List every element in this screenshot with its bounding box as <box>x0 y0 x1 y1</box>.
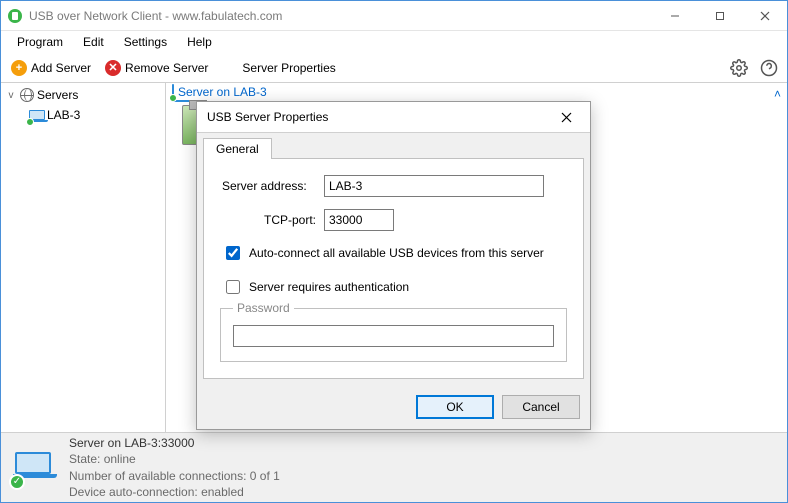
input-server-address[interactable] <box>324 175 544 197</box>
row-tcp-port: TCP-port: <box>218 209 569 231</box>
dialog-close-button[interactable] <box>546 103 586 131</box>
status-bar: ✓ Server on LAB-3:33000 State: online Nu… <box>1 432 787 502</box>
checkbox-auth[interactable] <box>226 280 240 294</box>
dialog-tabs: General <box>197 133 590 158</box>
label-autoconnect[interactable]: Auto-connect all available USB devices f… <box>249 246 544 260</box>
status-line-3: Device auto-connection: enabled <box>69 484 280 500</box>
tab-panel-general: Server address: TCP-port: Auto-connect a… <box>203 158 584 379</box>
status-laptop-icon: ✓ <box>15 452 55 484</box>
x-icon: ✕ <box>105 60 121 76</box>
server-tree: v Servers LAB-3 <box>1 83 166 432</box>
remove-server-button[interactable]: ✕ Remove Server <box>103 57 216 79</box>
dialog-title: USB Server Properties <box>207 110 546 124</box>
label-auth[interactable]: Server requires authentication <box>249 280 409 294</box>
chevron-down-icon[interactable]: v <box>5 90 17 101</box>
tree-node-lab3[interactable]: LAB-3 <box>1 105 165 125</box>
toolbar: + Add Server ✕ Remove Server Server Prop… <box>1 53 787 83</box>
input-password[interactable] <box>233 325 554 347</box>
row-auth: Server requires authentication <box>222 277 569 297</box>
fieldset-password: Password <box>220 301 567 362</box>
status-line-1: State: online <box>69 451 280 467</box>
checkbox-autoconnect[interactable] <box>226 246 240 260</box>
window-titlebar: USB over Network Client - www.fabulatech… <box>1 1 787 31</box>
window-controls <box>652 1 787 30</box>
gear-icon[interactable] <box>729 58 749 78</box>
tree-node-label: LAB-3 <box>47 108 80 122</box>
ok-button[interactable]: OK <box>416 395 494 419</box>
label-tcp-port: TCP-port: <box>218 213 316 227</box>
laptop-icon <box>29 107 45 123</box>
globe-icon <box>19 87 35 103</box>
tab-general[interactable]: General <box>203 138 272 159</box>
app-icon <box>7 8 23 24</box>
add-server-label: Add Server <box>31 61 91 75</box>
menu-settings[interactable]: Settings <box>116 33 175 51</box>
legend-password: Password <box>233 301 294 315</box>
window-title: USB over Network Client - www.fabulatech… <box>29 9 652 23</box>
status-headline: Server on LAB-3:33000 <box>69 435 280 451</box>
server-properties-label: Server Properties <box>242 61 335 75</box>
add-server-button[interactable]: + Add Server <box>9 57 99 79</box>
menu-help[interactable]: Help <box>179 33 220 51</box>
minimize-button[interactable] <box>652 1 697 30</box>
server-link[interactable]: Server on LAB-3 <box>178 85 267 99</box>
row-server-address: Server address: <box>218 175 569 197</box>
dialog-titlebar[interactable]: USB Server Properties <box>197 102 590 132</box>
server-properties-button[interactable]: Server Properties <box>240 58 343 78</box>
remove-server-label: Remove Server <box>125 61 208 75</box>
cancel-button[interactable]: Cancel <box>502 395 580 419</box>
menu-edit[interactable]: Edit <box>75 33 112 51</box>
menu-program[interactable]: Program <box>9 33 71 51</box>
maximize-button[interactable] <box>697 1 742 30</box>
server-properties-dialog: USB Server Properties General Server add… <box>196 101 591 430</box>
chevron-up-icon[interactable]: ˄ <box>774 87 781 101</box>
row-autoconnect: Auto-connect all available USB devices f… <box>222 243 569 263</box>
status-text: Server on LAB-3:33000 State: online Numb… <box>69 435 280 500</box>
menu-bar: Program Edit Settings Help <box>1 31 787 53</box>
server-header[interactable]: Server on LAB-3 ˄ <box>170 85 783 99</box>
dialog-buttons: OK Cancel <box>197 387 590 429</box>
tree-root-servers[interactable]: v Servers <box>1 85 165 105</box>
tree-root-label: Servers <box>37 88 78 102</box>
plus-icon: + <box>11 60 27 76</box>
label-server-address: Server address: <box>218 179 316 193</box>
dialog-body: General Server address: TCP-port: Auto-c… <box>197 132 590 429</box>
laptop-icon <box>172 85 174 99</box>
checkmark-icon: ✓ <box>9 474 25 490</box>
close-button[interactable] <box>742 1 787 30</box>
help-icon[interactable] <box>759 58 779 78</box>
input-tcp-port[interactable] <box>324 209 394 231</box>
status-line-2: Number of available connections: 0 of 1 <box>69 468 280 484</box>
